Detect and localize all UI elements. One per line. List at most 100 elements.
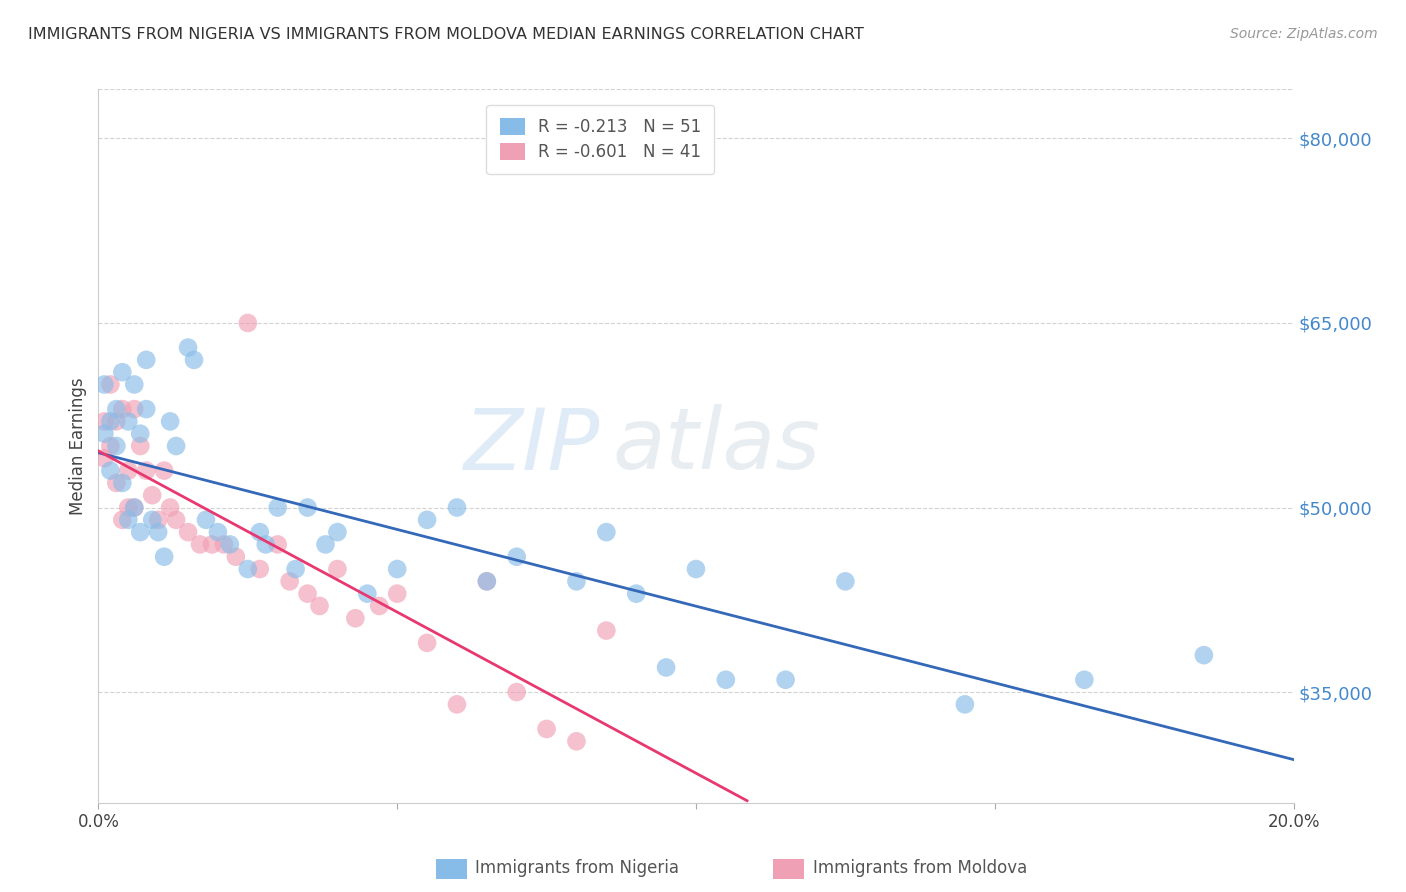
Point	[714, 673, 737, 687]
Point	[595, 624, 617, 638]
Point	[225, 549, 247, 564]
Point	[475, 574, 498, 589]
Point	[165, 439, 187, 453]
Point	[124, 377, 146, 392]
Point	[834, 574, 856, 589]
Point	[105, 439, 128, 453]
Point	[177, 341, 200, 355]
Point	[100, 464, 122, 478]
Point	[124, 402, 146, 417]
Point	[129, 439, 152, 453]
Point	[219, 537, 242, 551]
Point	[165, 513, 187, 527]
Point	[93, 451, 115, 466]
Point	[100, 414, 122, 428]
Point	[148, 525, 170, 540]
Point	[105, 402, 128, 417]
Point	[356, 587, 378, 601]
Point	[536, 722, 558, 736]
Point	[135, 464, 157, 478]
Point	[135, 352, 157, 367]
Text: Immigrants from Nigeria: Immigrants from Nigeria	[475, 859, 679, 877]
Point	[368, 599, 391, 613]
Point	[93, 414, 115, 428]
Point	[249, 525, 271, 540]
Point	[249, 562, 271, 576]
Text: Source: ZipAtlas.com: Source: ZipAtlas.com	[1230, 27, 1378, 41]
Point	[141, 513, 163, 527]
Text: ZIP: ZIP	[464, 404, 600, 488]
Point	[565, 734, 588, 748]
Point	[124, 500, 146, 515]
Point	[129, 426, 152, 441]
Point	[565, 574, 588, 589]
Point	[207, 525, 229, 540]
Point	[446, 698, 468, 712]
Point	[212, 537, 235, 551]
Point	[446, 500, 468, 515]
Point	[153, 549, 176, 564]
Point	[117, 414, 139, 428]
Point	[135, 402, 157, 417]
Point	[117, 513, 139, 527]
Text: Immigrants from Moldova: Immigrants from Moldova	[813, 859, 1026, 877]
Point	[1073, 673, 1095, 687]
Point	[111, 475, 134, 490]
Point	[416, 636, 439, 650]
Point	[297, 587, 319, 601]
Point	[93, 426, 115, 441]
Point	[159, 414, 181, 428]
Point	[148, 513, 170, 527]
Point	[284, 562, 307, 576]
Point	[105, 475, 128, 490]
Point	[308, 599, 330, 613]
Point	[100, 377, 122, 392]
Point	[100, 439, 122, 453]
Point	[267, 500, 290, 515]
Point	[278, 574, 301, 589]
Point	[236, 316, 259, 330]
Point	[236, 562, 259, 576]
Point	[111, 402, 134, 417]
Point	[124, 500, 146, 515]
Point	[416, 513, 439, 527]
Point	[297, 500, 319, 515]
Legend: R = -0.213   N = 51, R = -0.601   N = 41: R = -0.213 N = 51, R = -0.601 N = 41	[486, 104, 714, 174]
Point	[385, 562, 409, 576]
Point	[195, 513, 218, 527]
Point	[685, 562, 707, 576]
Point	[385, 587, 409, 601]
Point	[267, 537, 290, 551]
Point	[183, 352, 205, 367]
Point	[315, 537, 337, 551]
Point	[111, 365, 134, 379]
Point	[188, 537, 211, 551]
Point	[953, 698, 976, 712]
Point	[475, 574, 498, 589]
Point	[93, 377, 115, 392]
Point	[117, 500, 139, 515]
Point	[626, 587, 648, 601]
Point	[117, 464, 139, 478]
Y-axis label: Median Earnings: Median Earnings	[69, 377, 87, 515]
Point	[1192, 648, 1215, 662]
Point	[201, 537, 224, 551]
Point	[177, 525, 200, 540]
Point	[254, 537, 277, 551]
Point	[141, 488, 163, 502]
Point	[129, 525, 152, 540]
Point	[105, 414, 128, 428]
Point	[111, 513, 134, 527]
Point	[775, 673, 797, 687]
Point	[326, 562, 349, 576]
Point	[595, 525, 617, 540]
Point	[344, 611, 367, 625]
Point	[326, 525, 349, 540]
Text: atlas: atlas	[613, 404, 820, 488]
Text: IMMIGRANTS FROM NIGERIA VS IMMIGRANTS FROM MOLDOVA MEDIAN EARNINGS CORRELATION C: IMMIGRANTS FROM NIGERIA VS IMMIGRANTS FR…	[28, 27, 865, 42]
Point	[506, 549, 529, 564]
Point	[506, 685, 529, 699]
Point	[159, 500, 181, 515]
Point	[655, 660, 678, 674]
Point	[153, 464, 176, 478]
